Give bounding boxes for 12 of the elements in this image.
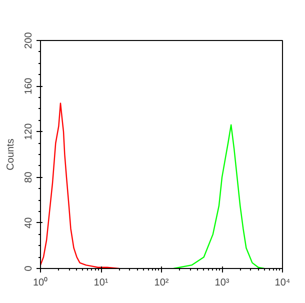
y-tick-label: 0: [24, 265, 34, 272]
y-tick-label: 80: [24, 171, 34, 183]
x-tick-label: 10²: [154, 278, 170, 288]
y-tick-label: 40: [24, 216, 34, 228]
x-tick-label: 10⁰: [32, 276, 48, 288]
y-axis-title: Counts: [6, 138, 16, 170]
x-tick-label: 10⁴: [274, 278, 290, 288]
y-tick-label: 160: [24, 77, 34, 94]
x-tick-label: 10³: [214, 278, 230, 288]
y-tick-label: 200: [24, 32, 34, 49]
x-tick-label: 10¹: [94, 278, 109, 288]
y-tick-label: 120: [24, 122, 34, 140]
